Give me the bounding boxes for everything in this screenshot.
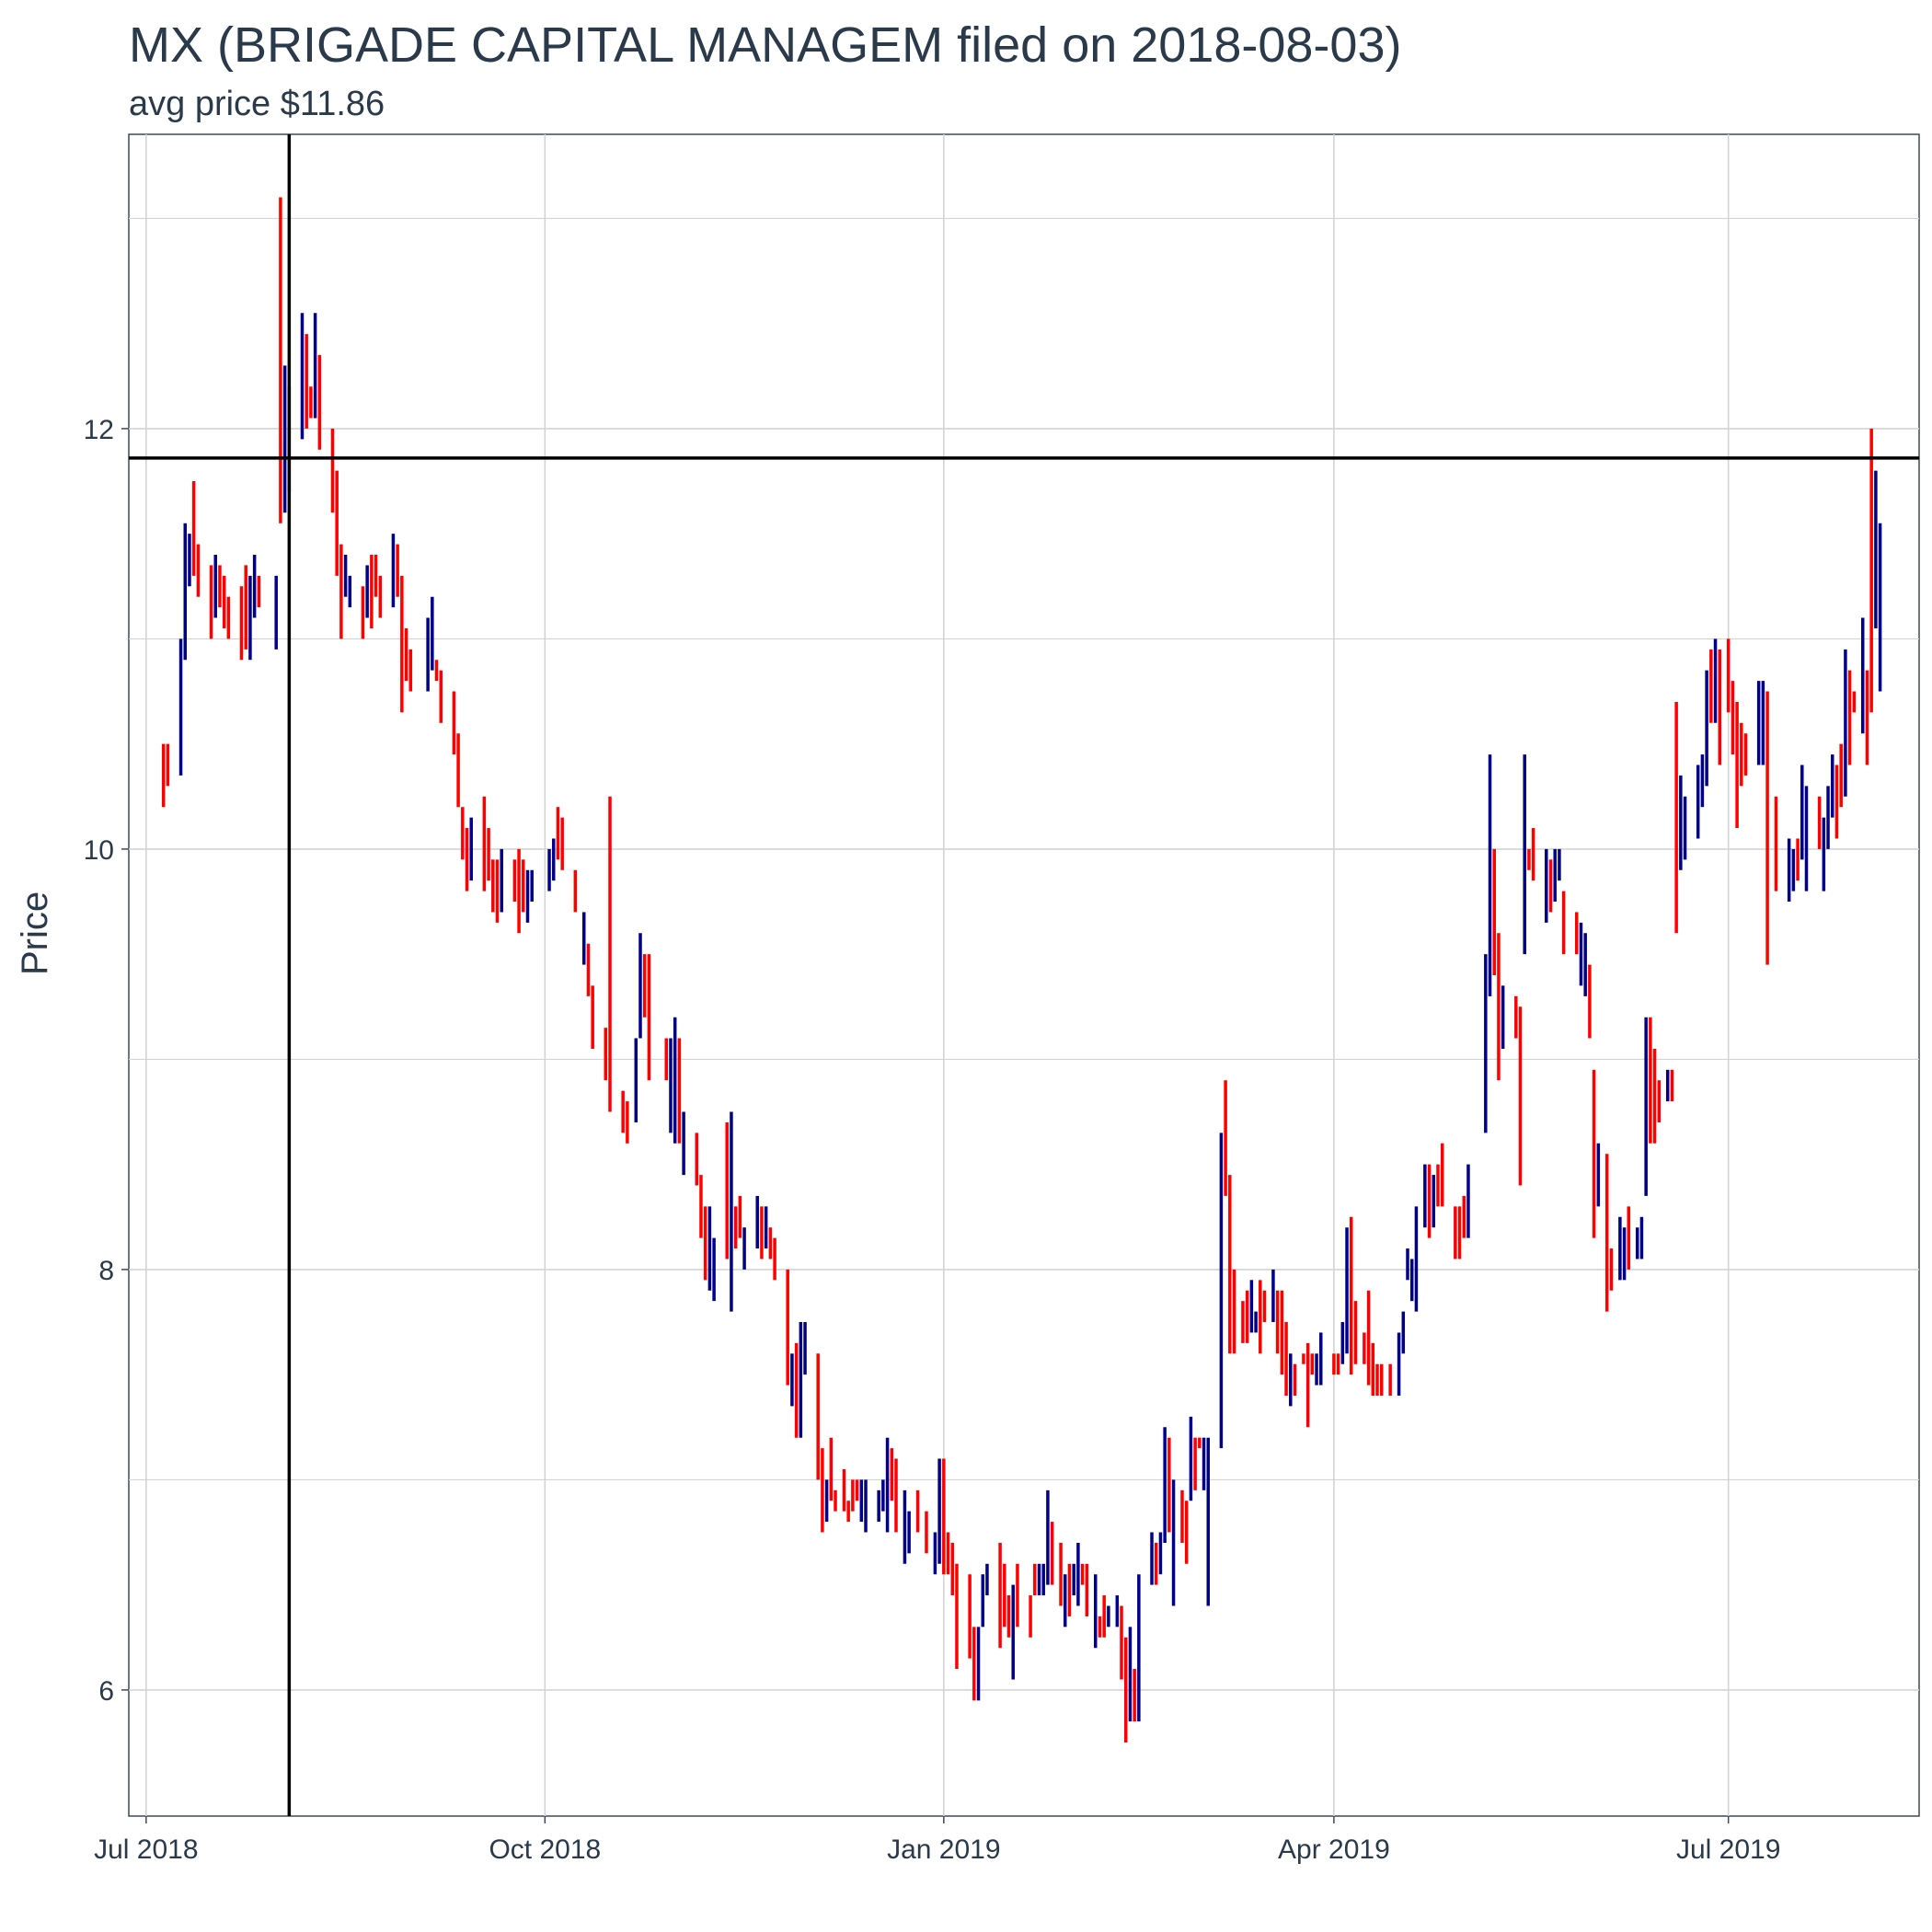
chart-title: MX (BRIGADE CAPITAL MANAGEM filed on 201… bbox=[129, 17, 1402, 73]
y-tick-label: 8 bbox=[98, 1256, 114, 1286]
x-tick-label: Apr 2019 bbox=[1278, 1834, 1390, 1865]
x-tick-label: Oct 2018 bbox=[489, 1834, 601, 1865]
plot-panel bbox=[128, 133, 1920, 1817]
reference-lines bbox=[129, 134, 1919, 1816]
y-tick-label: 10 bbox=[84, 835, 114, 866]
price-bars bbox=[161, 197, 1882, 1743]
x-tick-label: Jul 2018 bbox=[94, 1834, 198, 1865]
y-tick-label: 12 bbox=[84, 415, 114, 445]
chart-subtitle: avg price $11.86 bbox=[129, 85, 385, 123]
x-tick-label: Jan 2019 bbox=[887, 1834, 1000, 1865]
x-tick-label: Jul 2019 bbox=[1676, 1834, 1780, 1865]
y-tick-label: 6 bbox=[98, 1676, 114, 1707]
axis-ticks: 6 8 10 12 Jul 2018 Oct 2018 Jan 2019 Apr 2019 Ju… bbox=[84, 415, 1781, 1865]
